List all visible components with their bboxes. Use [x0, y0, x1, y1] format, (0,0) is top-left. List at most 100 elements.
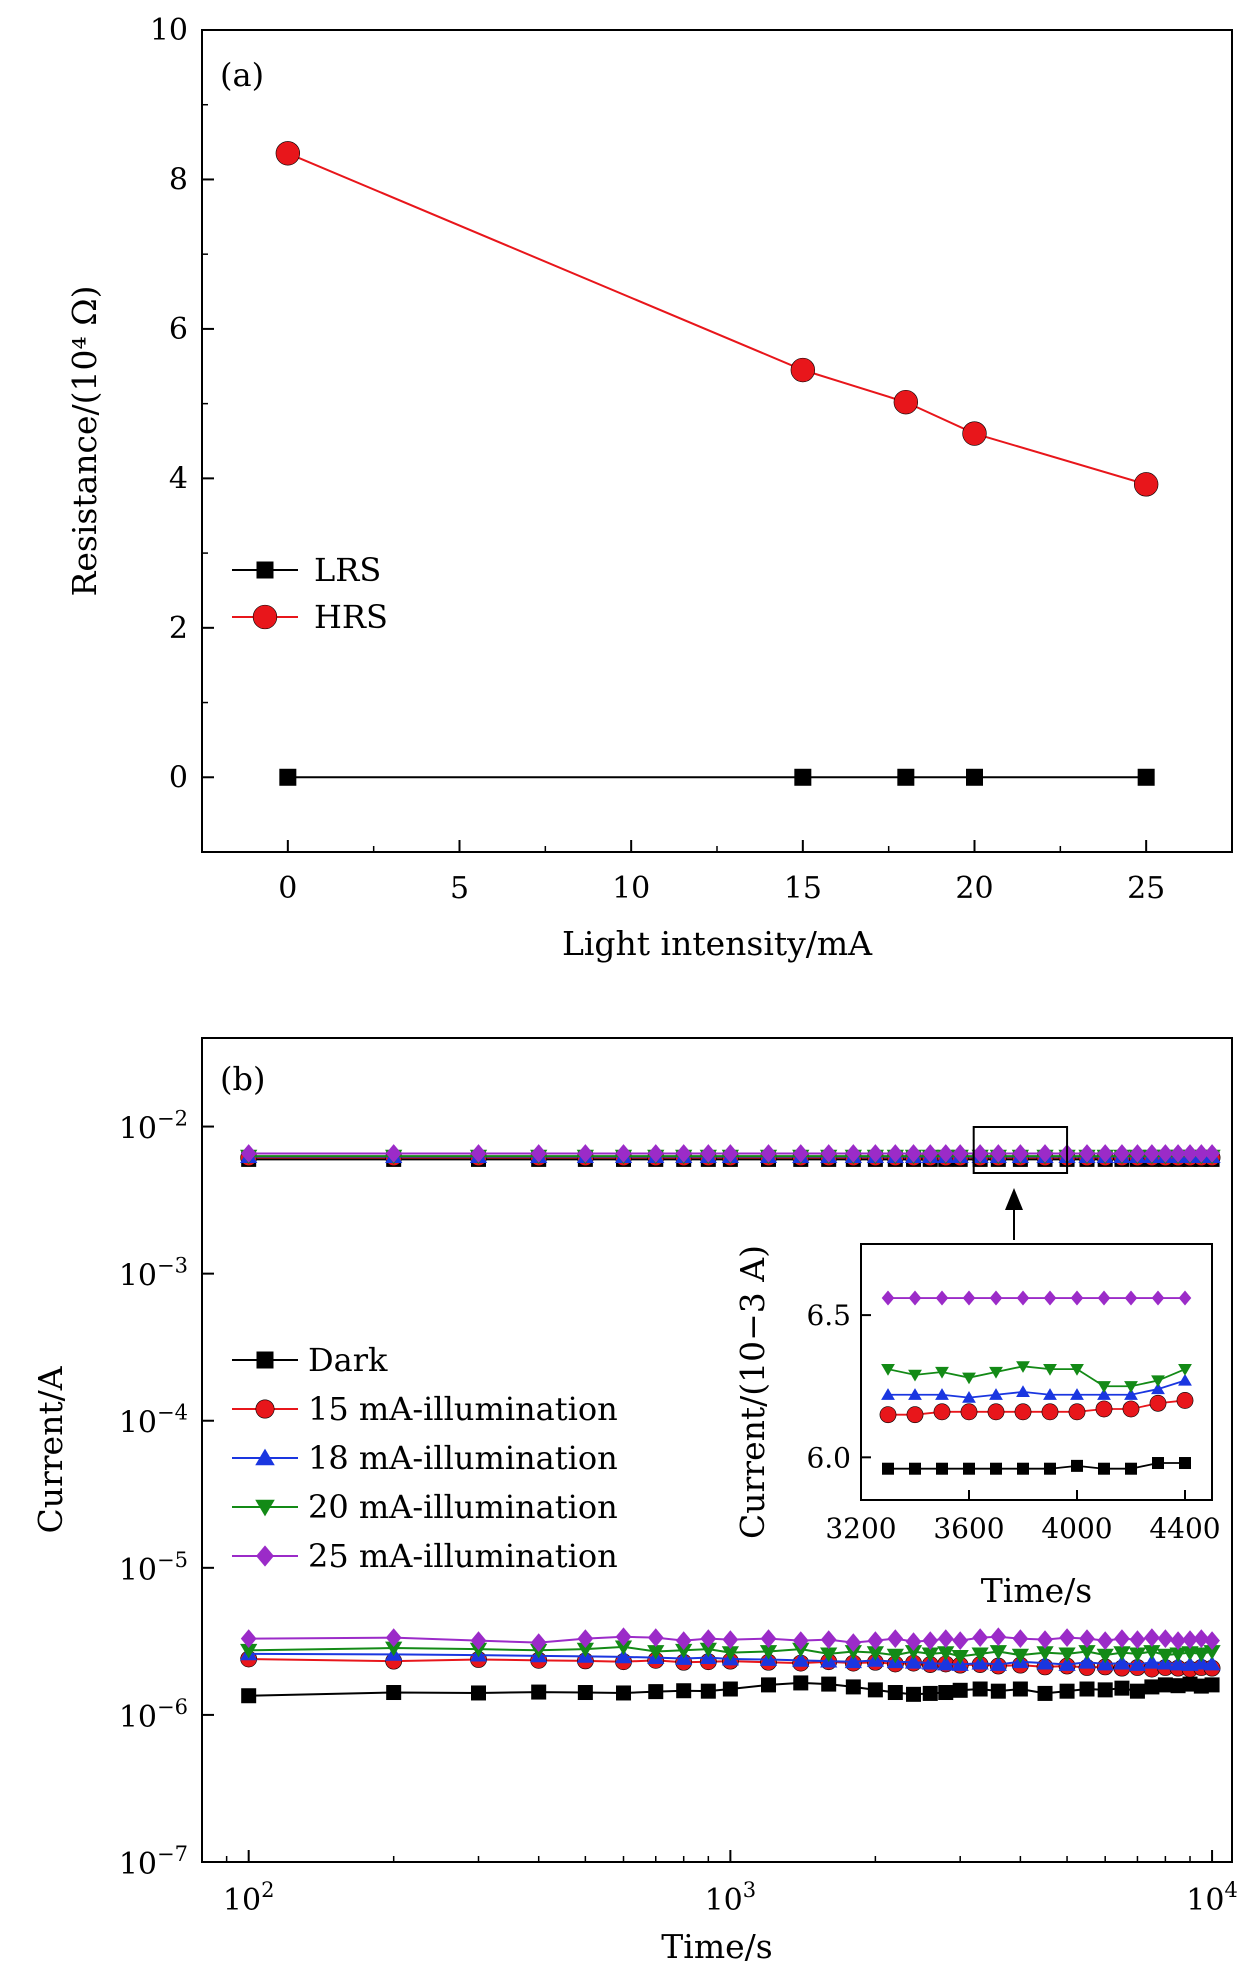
y-tick-label-b: 10−4: [119, 1401, 188, 1441]
inset-data-point: [1178, 1290, 1192, 1306]
inset-data-point: [1097, 1290, 1111, 1306]
data-point: [1079, 1681, 1095, 1697]
data-point: [614, 1648, 633, 1664]
inset-data-point: [989, 1388, 1003, 1400]
inset-data-point: [1124, 1290, 1138, 1306]
inset-x-tick-label: 4400: [1149, 1512, 1220, 1545]
inset-series-line: [888, 1379, 1186, 1399]
x-tick-label-a: 10: [612, 871, 650, 906]
data-point: [1037, 1685, 1053, 1701]
inset-data-point: [1068, 1403, 1086, 1421]
data-point: [699, 1642, 717, 1658]
legend-a: LRS HRS: [232, 551, 388, 636]
inset-data-point: [881, 1290, 895, 1306]
inset-y-tick-label: 6.5: [806, 1299, 851, 1332]
data-point: [1058, 1647, 1076, 1663]
data-point: [1182, 1144, 1198, 1163]
data-point: [821, 1676, 837, 1692]
inset-data-point: [906, 1406, 924, 1424]
data-point: [937, 1144, 954, 1163]
y-tick-label-b: 10−5: [119, 1548, 188, 1588]
data-point: [794, 768, 812, 786]
data-point: [760, 1629, 777, 1649]
x-tick-label-b: 103: [705, 1878, 757, 1918]
data-point: [971, 1647, 989, 1663]
data-point: [616, 1685, 632, 1701]
inset-data-point: [990, 1462, 1002, 1475]
inset-data-point: [1044, 1462, 1056, 1475]
data-point: [867, 1631, 884, 1650]
data-point: [1012, 1629, 1029, 1649]
legend-label: Dark: [308, 1341, 388, 1379]
data-point: [886, 1648, 904, 1664]
series-20-ma-illumination-low: [240, 1640, 1221, 1665]
data-point: [1059, 1683, 1075, 1699]
data-point: [1114, 1680, 1130, 1696]
inset-data-point: [962, 1391, 976, 1403]
data-point: [577, 1144, 594, 1163]
data-point: [887, 1685, 903, 1701]
data-point: [676, 1683, 692, 1699]
data-point: [385, 1144, 402, 1163]
data-point: [1012, 1681, 1028, 1697]
data-point: [761, 1677, 777, 1693]
legend-marker: [255, 1448, 275, 1466]
data-point: [972, 1144, 989, 1163]
data-point: [844, 1645, 862, 1660]
y-tick-label-a: 6: [169, 312, 188, 347]
data-point: [906, 1686, 922, 1702]
legend-b: Dark 15 mA-illumination 18 mA-illumination…: [232, 1341, 618, 1575]
data-point: [700, 1629, 717, 1649]
data-point: [1011, 1648, 1030, 1664]
inset-data-point: [1176, 1392, 1194, 1409]
data-point: [1157, 1629, 1174, 1649]
data-point: [531, 1684, 547, 1700]
data-point: [722, 1144, 739, 1163]
data-point: [1192, 1654, 1210, 1670]
inset-series-15-ma-illumination: [879, 1392, 1194, 1424]
data-point: [937, 1655, 955, 1671]
data-point: [385, 1628, 402, 1648]
data-point: [904, 1654, 923, 1669]
data-point: [647, 1645, 665, 1660]
data-point: [240, 1643, 258, 1659]
data-point: [722, 1630, 739, 1649]
inset-data-point: [908, 1369, 922, 1382]
data-point: [989, 1645, 1007, 1660]
data-point: [922, 1144, 939, 1163]
y-tick-label-b: 10−6: [119, 1695, 188, 1735]
inset-data-point: [908, 1290, 922, 1306]
inset-series-dark: [882, 1457, 1191, 1475]
data-point: [1156, 1648, 1175, 1664]
data-point: [921, 1647, 939, 1663]
data-point: [759, 1645, 778, 1660]
data-point: [845, 1633, 862, 1653]
data-point: [866, 1646, 884, 1661]
data-point: [990, 1144, 1007, 1163]
data-point: [845, 1679, 861, 1695]
data-point: [1170, 1678, 1186, 1694]
data-point: [951, 1650, 969, 1665]
inset-data-point: [935, 1388, 949, 1400]
data-point: [962, 421, 987, 446]
data-point: [240, 1629, 257, 1649]
inset-data-point: [1041, 1403, 1059, 1421]
inset-series-20-ma-illumination: [881, 1361, 1192, 1393]
data-point: [1204, 1677, 1220, 1693]
series-line: [287, 152, 1147, 486]
legend-marker: [256, 1351, 274, 1369]
inset-chart: 3200 3600 4000 4400 6.0 6.5 Time/s Current/(10−…: [733, 1243, 1221, 1610]
zoom-box: [972, 1126, 1069, 1174]
inset-data-point: [1098, 1462, 1110, 1475]
data-point: [1129, 1630, 1146, 1649]
legend-marker: [255, 1499, 275, 1517]
inset-data-point: [881, 1364, 895, 1376]
data-point: [240, 1144, 257, 1163]
plot-frame-b: [201, 1037, 1233, 1863]
data-point: [952, 1631, 969, 1650]
data-point: [1059, 1628, 1075, 1648]
data-point: [1204, 1631, 1220, 1650]
data-point: [576, 1642, 594, 1658]
data-point: [1078, 1645, 1096, 1660]
x-tick-label-b: 104: [1186, 1878, 1238, 1918]
